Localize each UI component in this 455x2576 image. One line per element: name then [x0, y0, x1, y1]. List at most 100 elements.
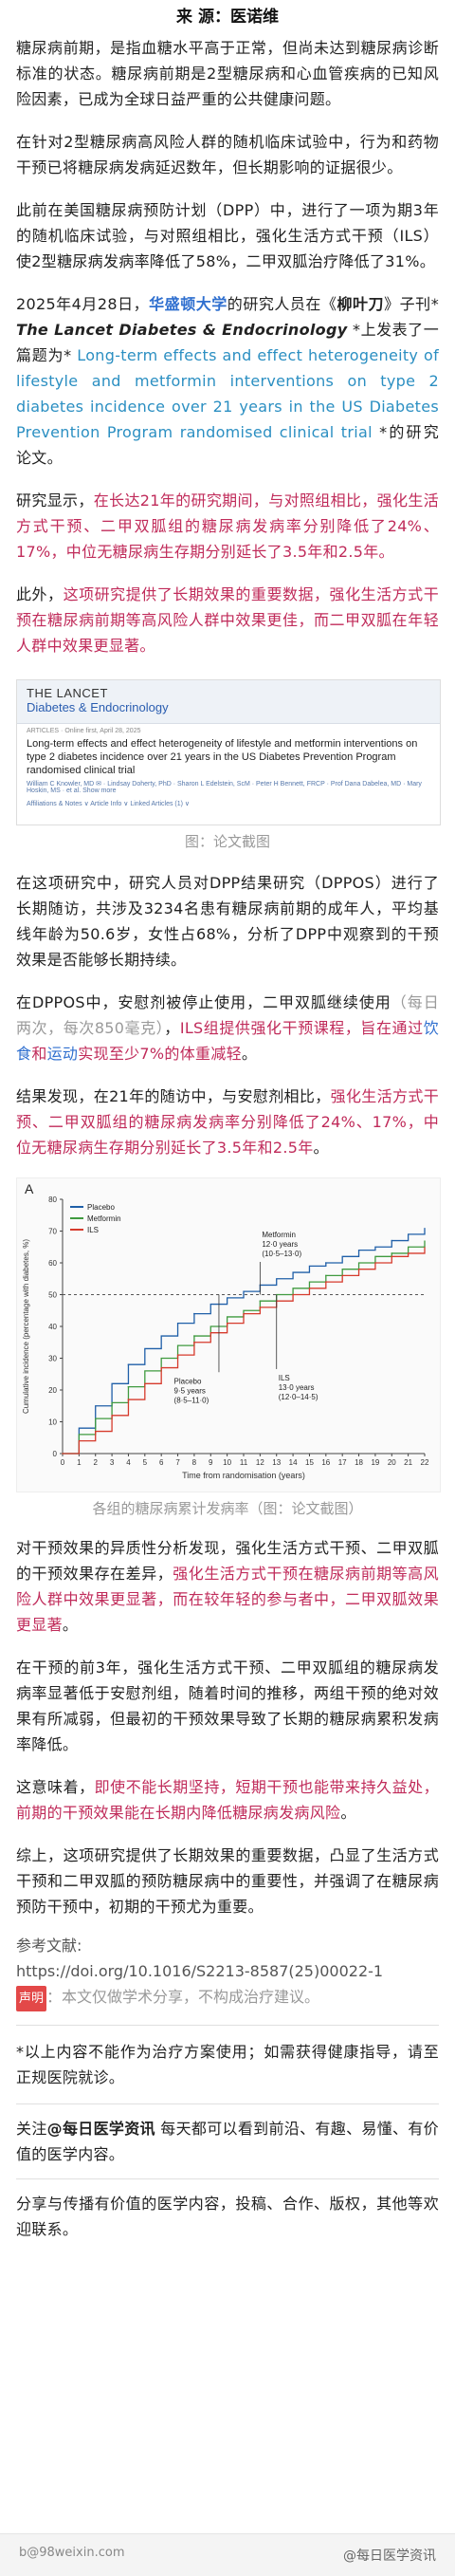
highlight-text: 强化生活方式干预在糖尿病前期等高风险人群中效果更显著，而在较年轻的参与者中，二甲…: [16, 1565, 439, 1634]
legend-label-ils: ILS: [87, 1226, 99, 1234]
divider: [16, 2178, 439, 2179]
data-point-metformin: [259, 1300, 262, 1302]
x-tick-label: 2: [94, 1458, 99, 1467]
paragraph-results: 研究显示，在长达21年的研究期间，与对照组相比，强化生活方式干预、二甲双胍组的糖…: [16, 488, 439, 565]
highlight-text: 实现至少7%的体重减轻: [78, 1045, 242, 1063]
article-authors: William C Knowler, MD ✉ · Lindsay Dohert…: [27, 781, 422, 794]
y-tick-label: 20: [48, 1386, 57, 1395]
x-tick-label: 16: [321, 1458, 330, 1467]
text: 这意味着，: [16, 1778, 95, 1796]
y-tick-label: 30: [48, 1355, 57, 1363]
caption-paper: 图：论文截图: [184, 833, 270, 850]
paragraph-dppos: 在这项研究中，研究人员对DPP结果研究（DPPOS）进行了长期随访，共涉及323…: [16, 874, 439, 969]
x-tick-label: 4: [126, 1458, 131, 1467]
highlight-text: 在长达21年的研究期间，与对照组相比，强化生活方式干预、二甲双胍组的糖尿病发病率…: [16, 491, 439, 561]
data-point-metformin: [325, 1274, 327, 1277]
series-line-metformin: [63, 1240, 426, 1455]
data-point-metformin: [193, 1335, 195, 1337]
article-links: Affiliations & Notes ∨ Article Info ∨ Li…: [27, 801, 191, 807]
y-tick-label: 70: [48, 1228, 57, 1236]
notice-text: *以上内容不能作为治疗方案使用；如需获得健康指导，请至正规医院就诊。: [16, 2043, 439, 2086]
data-point-metformin: [391, 1252, 393, 1254]
text: 。: [313, 1139, 329, 1157]
x-tick-label: 18: [355, 1458, 363, 1467]
x-tick-label: 3: [110, 1458, 115, 1467]
x-tick-label: 17: [338, 1458, 347, 1467]
follow-text: 关注@每日医学资讯 每天都可以看到前沿、有趣、易懂、有价值的医学内容。: [16, 2116, 439, 2167]
diet-link[interactable]: 饮食: [16, 1019, 439, 1063]
x-tick-label: 12: [256, 1458, 264, 1467]
data-point-ils: [391, 1255, 393, 1258]
reference-doi-link[interactable]: https://doi.org/10.1016/S2213-8587(25)00…: [16, 1962, 384, 1980]
journal-name-1: THE LANCET: [27, 686, 108, 700]
highlight-text: 强化生活方式干预、二甲双胍组的糖尿病发病率分别降低了24%、17%，中位无糖尿病…: [16, 1087, 439, 1157]
source-header: 来 源：医诺维: [176, 8, 279, 27]
paragraph-publication: 2025年4月28日，华盛顿大学的研究人员在《柳叶刀》子刊* The Lance…: [16, 291, 439, 471]
series-line-placebo: [63, 1228, 426, 1455]
exercise-link[interactable]: 运动: [46, 1045, 79, 1063]
y-axis-label: Cumulative incidence (percentage with di…: [22, 1239, 30, 1414]
university-link[interactable]: 华盛顿大学: [149, 295, 228, 313]
x-tick-label: 22: [421, 1458, 429, 1467]
annotation-text: 13·0 years: [279, 1383, 315, 1392]
text: 每天都可以看到前沿、有趣、易懂、有价值的医学内容。: [16, 2120, 439, 2163]
annotation-text: 9·5 years: [174, 1386, 206, 1395]
share-text: 分享与传播有价值的医学内容，投稿、合作、版权，其他等欢迎联系。: [16, 2195, 439, 2238]
text: ，: [164, 1019, 180, 1037]
reference-block: 参考文献: https://doi.org/10.1016/S2213-8587…: [16, 1933, 439, 2011]
text: 结果发现，在21年的随访中，与安慰剂相比，: [16, 1087, 331, 1105]
caption-chart: 各组的糖尿病累计发病率（图：论文截图）: [92, 1500, 363, 1517]
x-axis-label: Time from randomisation (years): [182, 1471, 305, 1480]
annotation-text: (10·5–13·0): [262, 1250, 301, 1258]
legend-label-placebo: Placebo: [87, 1203, 115, 1212]
highlight-text: 即使不能长期坚持，短期干预也能带来持久益处，前期的干预效果能在长期内降低糖尿病发…: [16, 1778, 439, 1822]
x-tick-label: 7: [175, 1458, 180, 1467]
footer-bar: b@98weixin.com @每日医学资讯: [0, 2533, 455, 2576]
text: 关注: [16, 2120, 47, 2138]
text: *: [430, 295, 439, 313]
article-title: Long-term effects and effect heterogenei…: [27, 738, 418, 776]
x-tick-label: 0: [61, 1458, 65, 1467]
x-tick-label: 13: [272, 1458, 281, 1467]
reference-label: 参考文献:: [16, 1937, 82, 1955]
x-tick-label: 9: [209, 1458, 213, 1467]
x-tick-label: 14: [289, 1458, 298, 1467]
highlight-text: 这项研究提供了长期效果的重要数据，强化生活方式干预在糖尿病前期等高风险人群中效果…: [16, 585, 440, 655]
y-tick-label: 10: [48, 1418, 57, 1427]
text: 》子刊: [384, 295, 431, 313]
x-tick-label: 11: [240, 1458, 248, 1467]
data-point-ils: [259, 1307, 262, 1308]
y-tick-label: 40: [48, 1323, 57, 1331]
annotation-text: Metformin: [262, 1231, 296, 1239]
x-tick-label: 20: [388, 1458, 396, 1467]
text: 的研究人员在《: [227, 295, 337, 313]
y-tick-label: 60: [48, 1259, 57, 1268]
series-line-ils: [63, 1247, 426, 1455]
annotation-text: 12·0 years: [262, 1240, 298, 1249]
x-tick-label: 21: [404, 1458, 412, 1467]
paragraph-additional: 此外，这项研究提供了长期效果的重要数据，强化生活方式干预在糖尿病前期等高风险人群…: [16, 582, 439, 658]
divider: [16, 2103, 439, 2104]
paragraph-conclusion: 综上，这项研究提供了长期效果的重要数据，凸显了生活方式干预和二甲双胍的预防糖尿病…: [16, 1846, 439, 1916]
highlight-text: ILS组提供强化干预课程，旨在通过: [179, 1019, 424, 1037]
y-tick-label: 80: [48, 1195, 57, 1204]
paragraph-heterogeneity: 对干预效果的异质性分析发现，强化生活方式干预、二甲双胍的干预效果存在差异，强化生…: [16, 1535, 439, 1638]
x-tick-label: 6: [159, 1458, 164, 1467]
text: *上发表了一篇题为*: [16, 321, 440, 364]
x-tick-label: 10: [223, 1458, 231, 1467]
highlight-text: 和: [31, 1045, 47, 1063]
text: *的研究论文。: [16, 423, 440, 467]
account-link[interactable]: @每日医学资讯: [46, 2120, 155, 2138]
text: 2025年4月28日，: [16, 295, 150, 313]
paragraph-intro: 糖尿病前期，是指血糖水平高于正常，但尚未达到糖尿病诊断标准的状态。糖尿病前期是2…: [16, 39, 439, 108]
text: 。: [62, 1616, 79, 1634]
dose-text: （每日两次，每次850毫克）: [16, 993, 439, 1037]
paragraph-dppos-interventions: 在DPPOS中，安慰剂被停止使用，二甲双胍继续使用（每日两次，每次850毫克），…: [16, 990, 439, 1066]
paragraph-findings: 结果发现，在21年的随访中，与安慰剂相比，强化生活方式干预、二甲双胍组的糖尿病发…: [16, 1084, 439, 1160]
paragraph-meaning: 这意味着，即使不能长期坚持，短期干预也能带来持久益处，前期的干预效果能在长期内降…: [16, 1774, 439, 1825]
data-point-ils: [193, 1341, 195, 1344]
annotation-text: (8·5–11·0): [174, 1396, 209, 1404]
text: 。: [241, 1045, 258, 1063]
data-point-ils: [127, 1399, 130, 1400]
